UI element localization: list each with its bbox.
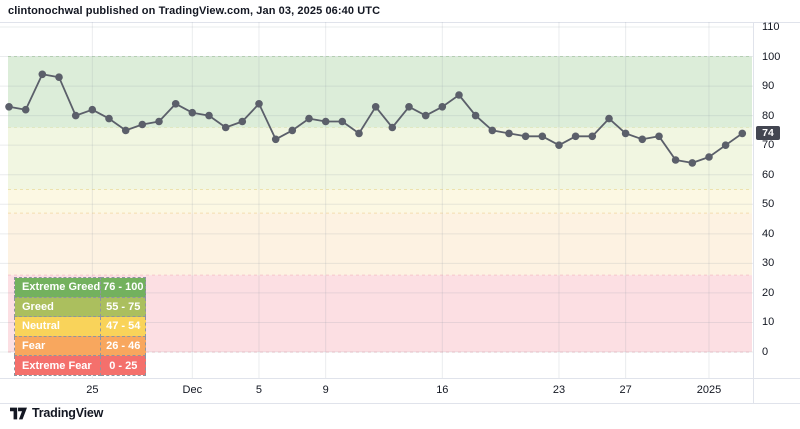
- data-point[interactable]: [5, 103, 13, 111]
- data-point[interactable]: [38, 70, 47, 79]
- legend-row: Greed 55 - 75: [13, 296, 147, 318]
- band-neutral: [8, 189, 752, 214]
- legend-table: Extreme Greed 76 - 100 Greed 55 - 75 Neutral…: [13, 277, 147, 376]
- data-point[interactable]: [21, 105, 30, 114]
- plot-top-border: [0, 22, 800, 23]
- data-point[interactable]: [738, 129, 747, 138]
- price-axis-label: 20: [762, 286, 775, 299]
- data-point[interactable]: [438, 103, 447, 111]
- time-axis-label: 2025: [696, 384, 722, 396]
- price-axis-label: 110: [762, 21, 780, 33]
- data-point[interactable]: [221, 123, 230, 132]
- tradingview-wordmark: TradingView: [32, 406, 104, 420]
- tradingview-logo[interactable]: TradingView: [10, 406, 103, 420]
- data-point[interactable]: [505, 129, 513, 138]
- legend-row-range: 26 - 46: [100, 335, 147, 357]
- legend-row-label: Greed: [13, 296, 102, 318]
- data-point[interactable]: [155, 117, 163, 126]
- price-axis-label: 90: [762, 80, 775, 93]
- data-point[interactable]: [571, 132, 580, 141]
- legend-row-label: Fear: [13, 335, 102, 357]
- data-point[interactable]: [88, 105, 97, 114]
- data-point[interactable]: [405, 103, 413, 111]
- data-point[interactable]: [355, 129, 363, 138]
- price-axis-separator: [753, 22, 754, 403]
- data-point[interactable]: [321, 117, 330, 126]
- price-axis-label: 10: [762, 316, 775, 329]
- data-point[interactable]: [238, 117, 247, 126]
- band-greed: [8, 127, 752, 190]
- legend-row-label: Neutral: [13, 316, 102, 337]
- data-point[interactable]: [171, 100, 180, 108]
- time-axis-label: 27: [619, 384, 632, 396]
- legend-row-label: Extreme Greed: [13, 277, 102, 298]
- data-point[interactable]: [721, 141, 730, 149]
- time-axis-label: 5: [255, 384, 263, 396]
- chart-bottom-border: [0, 403, 800, 404]
- price-axis-label: 100: [762, 50, 781, 63]
- data-point[interactable]: [388, 123, 397, 132]
- data-point[interactable]: [255, 100, 263, 108]
- price-axis-label: 70: [762, 139, 775, 152]
- data-point[interactable]: [521, 132, 530, 141]
- data-point[interactable]: [555, 141, 563, 149]
- price-axis-label: 30: [762, 257, 775, 270]
- data-point-markers: [5, 70, 747, 167]
- time-axis[interactable]: 25 Dec 5 9 16 23 27 2025: [0, 379, 753, 403]
- legend-row-range: 0 - 25: [100, 355, 147, 376]
- data-point[interactable]: [655, 132, 663, 141]
- data-point[interactable]: [138, 120, 147, 129]
- data-point[interactable]: [371, 103, 380, 111]
- time-axis-label: Dec: [182, 384, 203, 396]
- time-axis-label: 9: [322, 384, 329, 396]
- data-point[interactable]: [605, 114, 613, 123]
- band-extreme-greed: [8, 56, 752, 128]
- data-point[interactable]: [538, 132, 547, 141]
- data-point[interactable]: [305, 114, 313, 123]
- data-point[interactable]: [71, 111, 80, 120]
- data-point[interactable]: [638, 135, 647, 144]
- legend-row: Neutral 47 - 54: [13, 316, 147, 337]
- time-axis-separator: [0, 378, 800, 379]
- price-axis-label: 40: [762, 227, 775, 240]
- legend-row: Fear 26 - 46: [13, 335, 147, 357]
- band-fear: [8, 213, 752, 276]
- data-point[interactable]: [488, 126, 497, 135]
- data-point[interactable]: [455, 91, 463, 99]
- price-axis-label: 60: [762, 168, 775, 181]
- legend-row: Extreme Fear 0 - 25: [13, 355, 147, 376]
- data-point[interactable]: [588, 132, 597, 141]
- legend-row-range: 47 - 54: [100, 316, 147, 337]
- legend-row-range: 76 - 100: [100, 277, 147, 298]
- time-axis-label: 23: [552, 384, 566, 396]
- price-axis-label: 0: [762, 345, 769, 358]
- legend-row: Extreme Greed 76 - 100: [13, 277, 147, 298]
- data-point[interactable]: [338, 117, 347, 126]
- price-axis-label: 80: [762, 109, 775, 122]
- data-point[interactable]: [188, 108, 197, 117]
- data-point[interactable]: [471, 111, 480, 120]
- price-axis[interactable]: 110 100 90 80 70 60 50 40 30 20 10 0: [754, 21, 800, 378]
- legend-row-range: 55 - 75: [100, 296, 147, 318]
- data-point[interactable]: [105, 114, 113, 123]
- data-point[interactable]: [55, 73, 63, 81]
- data-point[interactable]: [121, 126, 130, 135]
- price-axis-label: 50: [762, 198, 775, 211]
- data-point[interactable]: [205, 111, 213, 120]
- time-axis-label: 25: [86, 384, 99, 396]
- tradingview-logo-icon: [10, 407, 27, 419]
- data-point[interactable]: [705, 153, 713, 161]
- legend-row-label: Extreme Fear: [13, 355, 102, 376]
- data-point[interactable]: [421, 111, 430, 120]
- data-point[interactable]: [621, 129, 630, 138]
- attribution-text: clintonochwal published on TradingView.c…: [8, 5, 381, 17]
- data-point[interactable]: [288, 126, 297, 135]
- data-point[interactable]: [671, 156, 680, 164]
- data-point[interactable]: [688, 159, 697, 167]
- last-value-badge: 74: [756, 126, 780, 141]
- time-axis-label: 16: [436, 384, 449, 396]
- data-point[interactable]: [271, 135, 280, 144]
